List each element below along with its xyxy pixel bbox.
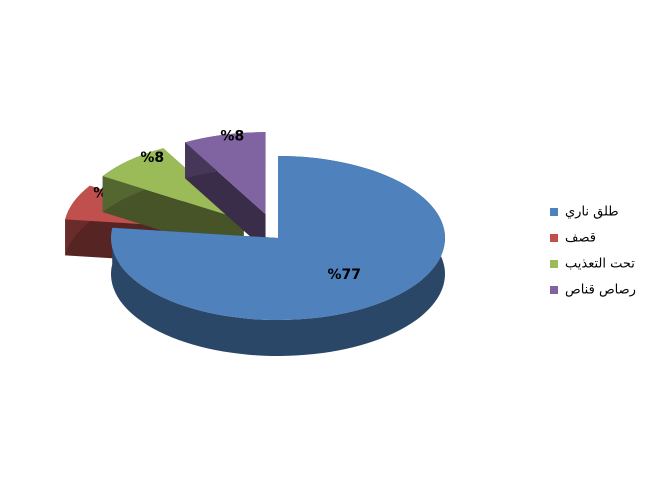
slice-top	[102, 148, 244, 221]
data-label: %8	[140, 150, 164, 166]
slice-top	[110, 156, 446, 320]
legend-swatch	[550, 286, 558, 294]
legend-swatch	[550, 260, 558, 268]
legend-label: تحت التعذيب	[565, 257, 635, 272]
legend-label: طلق ناري	[565, 205, 619, 220]
slice-top	[185, 132, 266, 215]
slice	[185, 132, 266, 251]
data-label: %77	[328, 267, 362, 283]
slice	[110, 156, 446, 356]
legend-label: قصف	[565, 231, 596, 246]
data-label: %8	[220, 129, 244, 145]
legend-label: رصاص قناص	[565, 283, 636, 298]
legend-swatch	[550, 234, 558, 242]
legend-swatch	[550, 208, 558, 216]
